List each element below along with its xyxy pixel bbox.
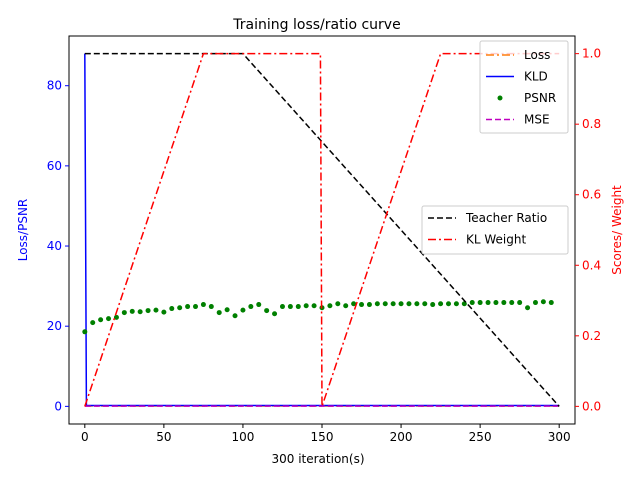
x-tick-label: 50 — [156, 430, 171, 444]
y-right-tick-label: 1.0 — [582, 47, 601, 61]
legend-label-kld: KLD — [524, 70, 548, 84]
series-psnr-point — [193, 304, 198, 310]
y-left-tick-label: 40 — [47, 239, 62, 253]
y-left-tick-label: 20 — [47, 319, 62, 333]
legend-right: Teacher Ratio KL Weight — [421, 205, 569, 255]
series-psnr-point — [485, 300, 491, 306]
series-psnr-point — [200, 302, 206, 308]
legend-left: Loss KLD PSNR MSE — [479, 40, 569, 134]
series-psnr-point — [287, 304, 293, 310]
series-psnr-point — [509, 300, 515, 306]
y-right-tick-label: 0.4 — [582, 258, 601, 272]
legend-right-box — [421, 205, 569, 255]
series-psnr-point — [303, 303, 309, 309]
series-psnr-point — [398, 301, 404, 307]
series-psnr-point — [232, 313, 238, 319]
x-tick-label: 0 — [81, 430, 89, 444]
series-psnr-point — [98, 317, 104, 323]
legend-label-psnr: PSNR — [524, 91, 556, 105]
series-psnr-point — [335, 301, 341, 307]
series-psnr-point — [106, 316, 112, 322]
axes: 0 50 100 150 200 250 300 0 20 40 60 80 0.0 0.2 0.4 0.6 0… — [47, 47, 601, 444]
series-psnr-point — [525, 305, 531, 311]
series-psnr-point — [145, 308, 151, 314]
y-right-tick-label: 0.2 — [582, 329, 601, 343]
series-psnr-point — [90, 320, 96, 326]
series-psnr-point — [272, 311, 278, 317]
series-psnr-point — [469, 300, 475, 306]
series-psnr-point — [390, 301, 396, 307]
series-psnr-point — [295, 304, 301, 310]
y-axis-label-right: Scores/ Weight — [610, 185, 624, 275]
series-psnr-point — [446, 301, 451, 307]
series-psnr-point — [208, 304, 214, 310]
series-psnr-point — [501, 300, 507, 306]
x-tick-label: 250 — [469, 430, 492, 444]
series-psnr-point — [343, 303, 349, 309]
series-psnr-point — [351, 301, 357, 307]
y-right-tick-label: 0.8 — [582, 117, 601, 131]
y-left-tick-label: 0 — [54, 399, 62, 413]
series-psnr-point — [311, 303, 317, 309]
series-psnr-point — [169, 306, 175, 312]
series-psnr-point — [216, 310, 222, 316]
series-psnr-point — [248, 304, 254, 310]
series-psnr-point — [414, 301, 420, 307]
series-psnr-point — [240, 307, 246, 313]
series-psnr-point — [382, 301, 388, 307]
series-psnr-point — [153, 307, 159, 313]
y-right-tick-label: 0.0 — [582, 399, 601, 413]
legend-label-kl-weight: KL Weight — [466, 233, 526, 247]
series-psnr-point — [366, 302, 372, 308]
series-psnr-point — [121, 310, 127, 316]
series-psnr-point — [82, 329, 88, 335]
series-psnr-point — [264, 308, 270, 314]
series-psnr-point — [453, 301, 459, 307]
x-tick-label: 150 — [311, 430, 334, 444]
series-psnr-point — [406, 301, 412, 307]
series-psnr-point — [359, 302, 365, 308]
series-psnr-point — [422, 301, 428, 307]
series-psnr-point — [430, 302, 436, 308]
y-axis-label-left: Loss/PSNR — [16, 199, 30, 262]
series-psnr-point — [461, 301, 467, 307]
y-left-tick-label: 60 — [47, 159, 62, 173]
series-psnr-point — [279, 304, 285, 310]
series-psnr-point — [161, 309, 167, 315]
legend-left-box — [479, 40, 569, 134]
legend-label-teacher-ratio: Teacher Ratio — [465, 211, 547, 225]
series-psnr-point — [540, 299, 546, 305]
legend-label-loss: Loss — [524, 48, 550, 62]
series-psnr-point — [224, 307, 230, 313]
chart-title: Training loss/ratio curve — [232, 17, 400, 33]
series-psnr-point — [113, 314, 119, 320]
series-psnr-point — [185, 304, 191, 310]
series-psnr-point — [438, 301, 444, 307]
series-psnr-point — [256, 302, 262, 308]
series-psnr-point — [129, 308, 135, 314]
series-psnr-point — [137, 309, 143, 315]
y-left-tick-label: 80 — [47, 79, 62, 93]
series-psnr-point — [517, 300, 523, 306]
plot-area — [82, 52, 560, 407]
x-axis-label: 300 iteration(s) — [271, 452, 364, 466]
series-psnr-point — [177, 305, 183, 311]
series-psnr-point — [532, 300, 538, 306]
series-psnr-point — [374, 301, 380, 307]
y-right-tick-label: 0.6 — [582, 188, 601, 202]
legend-label-mse: MSE — [524, 113, 550, 127]
series-kl-weight-line — [84, 52, 560, 407]
series-psnr-point — [477, 300, 483, 306]
x-tick-label: 300 — [548, 430, 571, 444]
series-psnr-point — [493, 300, 499, 306]
series-psnr-point — [327, 303, 333, 309]
legend-swatch-psnr — [497, 95, 503, 101]
series-psnr-point — [548, 300, 554, 306]
x-tick-label: 100 — [231, 430, 254, 444]
x-tick-label: 200 — [390, 430, 413, 444]
